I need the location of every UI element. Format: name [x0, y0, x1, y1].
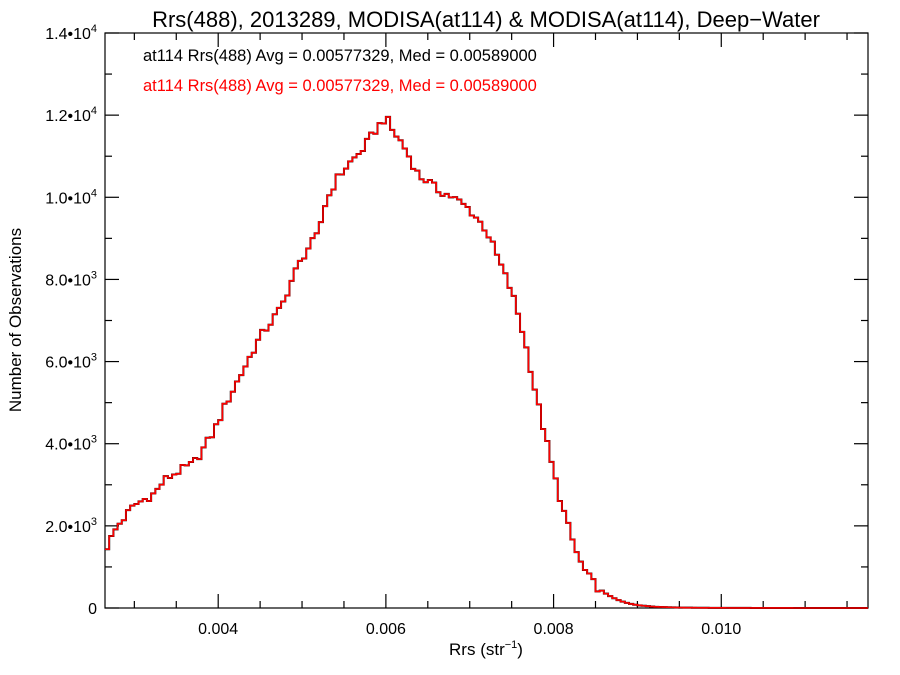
- x-tick-label: 0.006: [366, 621, 406, 638]
- x-tick-label: 0.004: [198, 621, 238, 638]
- series-line-red: [105, 116, 868, 609]
- y-tick-label: 1.2•104: [45, 105, 97, 125]
- y-tick-label: 1.0•104: [45, 187, 97, 207]
- y-tick-label: 2.0•103: [45, 516, 97, 536]
- y-tick-label: 0: [88, 601, 97, 618]
- y-tick-label: 8.0•103: [45, 269, 97, 289]
- x-tick-label: 0.010: [701, 621, 741, 638]
- x-axis-label: Rrs (str−1): [449, 639, 523, 659]
- chart-title: Rrs(488), 2013289, MODISA(at114) & MODIS…: [152, 7, 820, 32]
- histogram-series: [105, 115, 868, 609]
- y-tick-label: 6.0•103: [45, 352, 97, 372]
- x-axis-ticks: 0.004 0.006 0.008 0.010: [133, 33, 848, 638]
- y-tick-label: 4.0•103: [45, 434, 97, 454]
- y-axis-label: Number of Observations: [6, 228, 25, 412]
- annotation-black: at114 Rrs(488) Avg = 0.00577329, Med = 0…: [143, 47, 537, 65]
- x-tick-label: 0.008: [534, 621, 574, 638]
- y-axis-ticks: 0 2.0•103 4.0•103 6.0•103 8.0•103 1.0•104 1.2•…: [45, 23, 868, 618]
- y-tick-label: 1.4•104: [45, 23, 97, 43]
- annotation-red: at114 Rrs(488) Avg = 0.00577329, Med = 0…: [143, 77, 537, 95]
